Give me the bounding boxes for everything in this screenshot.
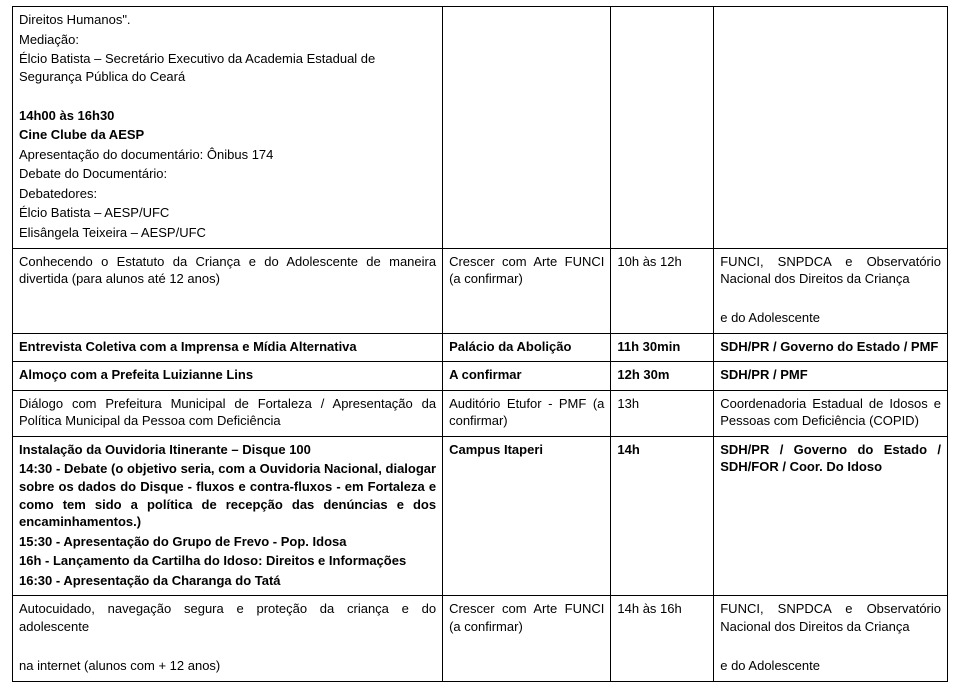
cell-location: Crescer com Arte FUNCI (a confirmar)	[443, 596, 611, 681]
text-line: e do Adolescente	[720, 309, 941, 327]
text-line: Conhecendo o Estatuto da Criança e do Ad…	[19, 253, 436, 288]
text-line: Diálogo com Prefeitura Municipal de Fort…	[19, 395, 436, 430]
cell-responsible: FUNCI, SNPDCA e Observatório Nacional do…	[714, 248, 948, 333]
cell-time	[611, 7, 714, 249]
table-row: Entrevista Coletiva com a Imprensa e Míd…	[13, 333, 948, 362]
text-line: Élcio Batista – Secretário Executivo da …	[19, 50, 436, 85]
text-line: 16:30 - Apresentação da Charanga do Tatá	[19, 572, 436, 590]
text-line	[720, 290, 941, 308]
text-line: Élcio Batista – AESP/UFC	[19, 204, 436, 222]
cell-responsible: SDH/PR / PMF	[714, 362, 948, 391]
cell-time: 12h 30m	[611, 362, 714, 391]
text-line: Mediação:	[19, 31, 436, 49]
text-line: Almoço com a Prefeita Luizianne Lins	[19, 366, 436, 384]
text-line	[19, 637, 436, 655]
cell-description: Instalação da Ouvidoria Itinerante – Dis…	[13, 436, 443, 595]
cell-time: 11h 30min	[611, 333, 714, 362]
cell-responsible: Coordenadoria Estadual de Idosos e Pesso…	[714, 390, 948, 436]
table-row: Direitos Humanos".Mediação:Élcio Batista…	[13, 7, 948, 249]
cell-description: Autocuidado, navegação segura e proteção…	[13, 596, 443, 681]
text-line: 16h - Lançamento da Cartilha do Idoso: D…	[19, 552, 436, 570]
text-line: SDH/PR / Governo do Estado / PMF	[720, 338, 941, 356]
cell-description: Conhecendo o Estatuto da Criança e do Ad…	[13, 248, 443, 333]
text-line	[720, 637, 941, 655]
cell-responsible	[714, 7, 948, 249]
cell-description: Direitos Humanos".Mediação:Élcio Batista…	[13, 7, 443, 249]
cell-location: Auditório Etufor - PMF (a confirmar)	[443, 390, 611, 436]
table-row: Almoço com a Prefeita Luizianne Lins A co…	[13, 362, 948, 391]
cell-location: Campus Itaperi	[443, 436, 611, 595]
table-row: Conhecendo o Estatuto da Criança e do Ad…	[13, 248, 948, 333]
text-line: na internet (alunos com + 12 anos)	[19, 657, 436, 675]
text-line: 14:30 - Debate (o objetivo seria, com a …	[19, 460, 436, 530]
schedule-table: Direitos Humanos".Mediação:Élcio Batista…	[12, 6, 948, 682]
table-row: Autocuidado, navegação segura e proteção…	[13, 596, 948, 681]
text-line: Entrevista Coletiva com a Imprensa e Míd…	[19, 338, 436, 356]
cell-time: 14h	[611, 436, 714, 595]
text-line	[19, 87, 436, 105]
text-line: Cine Clube da AESP	[19, 126, 436, 144]
table-row: Instalação da Ouvidoria Itinerante – Dis…	[13, 436, 948, 595]
cell-time: 13h	[611, 390, 714, 436]
cell-location: A confirmar	[443, 362, 611, 391]
text-line: Debatedores:	[19, 185, 436, 203]
cell-location: Crescer com Arte FUNCI (a confirmar)	[443, 248, 611, 333]
cell-location	[443, 7, 611, 249]
text-line: Direitos Humanos".	[19, 11, 436, 29]
cell-responsible: SDH/PR / Governo do Estado / SDH/FOR / C…	[714, 436, 948, 595]
cell-description: Entrevista Coletiva com a Imprensa e Míd…	[13, 333, 443, 362]
text-line: FUNCI, SNPDCA e Observatório Nacional do…	[720, 253, 941, 288]
text-line: Debate do Documentário:	[19, 165, 436, 183]
text-line: 15:30 - Apresentação do Grupo de Frevo -…	[19, 533, 436, 551]
text-line: SDH/PR / PMF	[720, 366, 941, 384]
text-line: FUNCI, SNPDCA e Observatório Nacional do…	[720, 600, 941, 635]
text-line: Instalação da Ouvidoria Itinerante – Dis…	[19, 441, 436, 459]
table-row: Diálogo com Prefeitura Municipal de Fort…	[13, 390, 948, 436]
cell-responsible: SDH/PR / Governo do Estado / PMF	[714, 333, 948, 362]
cell-time: 10h às 12h	[611, 248, 714, 333]
cell-description: Diálogo com Prefeitura Municipal de Fort…	[13, 390, 443, 436]
text-line: SDH/PR / Governo do Estado / SDH/FOR / C…	[720, 441, 941, 476]
cell-location: Palácio da Abolição	[443, 333, 611, 362]
text-line: Coordenadoria Estadual de Idosos e Pesso…	[720, 395, 941, 430]
cell-time: 14h às 16h	[611, 596, 714, 681]
text-line: 14h00 às 16h30	[19, 107, 436, 125]
text-line: Elisângela Teixeira – AESP/UFC	[19, 224, 436, 242]
cell-description: Almoço com a Prefeita Luizianne Lins	[13, 362, 443, 391]
text-line: Autocuidado, navegação segura e proteção…	[19, 600, 436, 635]
text-line: Apresentação do documentário: Ônibus 174	[19, 146, 436, 164]
text-line: e do Adolescente	[720, 657, 941, 675]
cell-responsible: FUNCI, SNPDCA e Observatório Nacional do…	[714, 596, 948, 681]
